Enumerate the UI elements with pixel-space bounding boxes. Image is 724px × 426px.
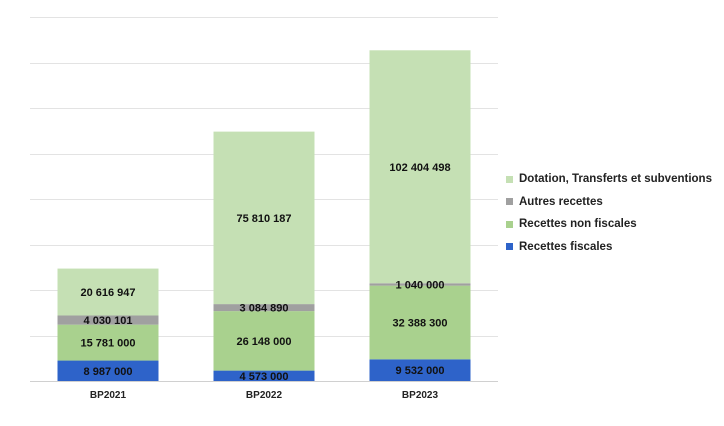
data-label-BP2022-series-2: 3 084 890 [240,303,289,315]
legend: Dotation, Transferts et subventions Autre… [506,168,712,258]
data-label-BP2023-series-2: 1 040 000 [396,279,445,291]
data-label-BP2023-series-1: 32 388 300 [392,317,447,329]
legend-item-3: Dotation, Transferts et subventions [506,168,712,191]
bars [57,50,471,381]
data-label-BP2021-series-2: 4 030 101 [84,315,133,327]
legend-label: Autres recettes [519,195,603,208]
bar-BP2023-series-3 [369,50,471,284]
legend-item-2: Autres recettes [506,191,712,214]
x-tick-label-BP2021: BP2021 [90,390,127,401]
x-tick-label-BP2022: BP2022 [246,390,283,401]
bar-BP2022-series-2 [213,304,315,312]
data-label-BP2021-series-3: 20 616 947 [80,287,135,299]
legend-swatch [506,198,513,206]
legend-swatch [506,243,513,251]
legend-item-0: Recettes fiscales [506,236,712,259]
data-label-BP2021-series-1: 15 781 000 [80,338,135,350]
bar-BP2023-series-0 [369,359,471,381]
bar-BP2021-series-0 [57,360,159,381]
legend-label: Recettes non fiscales [519,218,637,231]
bar-BP2021-series-2 [57,315,159,325]
bar-BP2022-series-1 [213,311,315,371]
data-label-BP2022-series-1: 26 148 000 [236,336,291,348]
data-labels: 8 987 000 15 781 000 4 030 101 20 616 947 4 … [80,162,450,383]
data-label-BP2022-series-0: 4 573 000 [240,371,289,383]
legend-label: Dotation, Transferts et subventions [519,173,712,186]
data-label-BP2023-series-0: 9 532 000 [396,365,445,377]
legend-swatch [506,175,513,183]
bar-BP2023-series-2 [369,283,471,286]
data-label-BP2021-series-0: 8 987 000 [84,366,133,378]
bar-BP2021-series-3 [57,268,159,316]
bar-BP2022-series-0 [213,370,315,381]
data-label-BP2022-series-3: 75 810 187 [236,213,291,225]
bar-BP2022-series-3 [213,131,315,305]
bar-BP2023-series-1 [369,285,471,360]
legend-item-1: Recettes non fiscales [506,213,712,236]
legend-label: Recettes fiscales [519,240,613,253]
category-labels: BP2021 BP2022 BP2023 [90,390,439,401]
legend-swatch [506,220,513,228]
x-tick-label-BP2023: BP2023 [402,390,439,401]
bar-BP2021-series-1 [57,324,159,361]
data-label-BP2023-series-3: 102 404 498 [389,162,450,174]
